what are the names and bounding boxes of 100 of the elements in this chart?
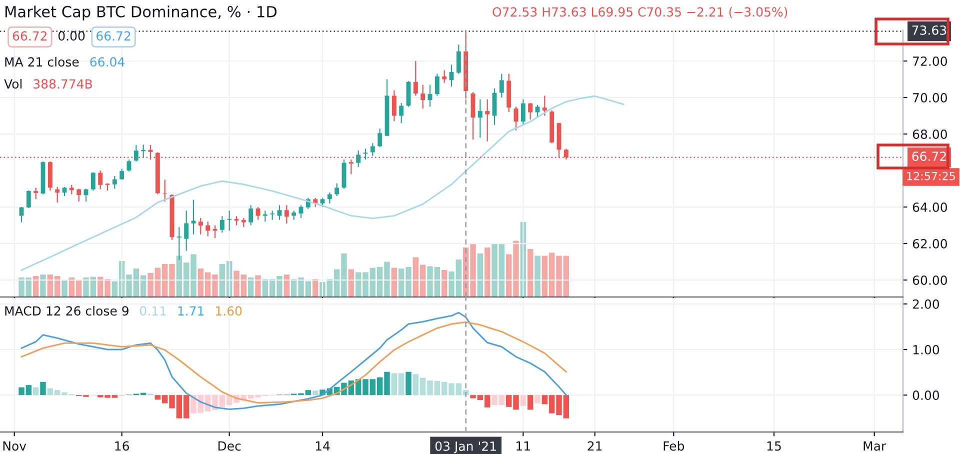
- candlestick: [191, 199, 196, 235]
- x-tick-label: 21: [588, 441, 602, 451]
- bar: [477, 254, 484, 297]
- annotation: MA 21 close: [5, 56, 79, 67]
- annotation: 1.60: [216, 306, 242, 316]
- line-series: [20, 321, 567, 404]
- bar: [391, 268, 398, 297]
- ref-line-label: 03 Jan '21: [435, 441, 496, 454]
- annotation: 1.71: [178, 306, 204, 316]
- y-tick-label: 0.00: [912, 390, 940, 400]
- bar: [527, 249, 534, 297]
- y-tick-label: 1.00: [913, 344, 940, 354]
- y-tick-label: 62.00: [912, 239, 947, 248]
- candlestick: [478, 98, 482, 138]
- text: O72.53 H73.63 L69.95 C70.35 −2.21 (−3.05%): [492, 6, 788, 18]
- x-tick-label: 16: [115, 441, 129, 451]
- candlestick: [284, 204, 289, 224]
- bar: [32, 387, 39, 396]
- candlestick: [434, 73, 440, 96]
- bar: [441, 270, 448, 297]
- candlestick: [76, 188, 82, 202]
- candlestick: [19, 206, 24, 223]
- bar: [62, 280, 68, 297]
- candlestick: [220, 216, 224, 234]
- candlestick: [399, 102, 404, 124]
- candlestick: [270, 210, 275, 220]
- annotation: 388.774B: [34, 79, 92, 89]
- annotation: MACD 12 26 close 9: [5, 306, 128, 316]
- candlestick: [62, 186, 67, 197]
- candlestick: [26, 190, 31, 209]
- candlestick: [90, 172, 96, 192]
- bar: [520, 395, 526, 406]
- y-tick-label: 2.00: [912, 299, 940, 309]
- chart-title: Market Cap BTC Dominance, % · 1D: [6, 6, 277, 20]
- x-tick-label: 11: [516, 441, 530, 451]
- line-series: [20, 95, 624, 271]
- y-tick-label: 64.00: [912, 202, 947, 212]
- candlestick: [485, 98, 490, 142]
- candlestick: [420, 84, 426, 110]
- bar: [406, 372, 412, 396]
- x-tick-label: Dec: [218, 441, 241, 451]
- candlestick: [112, 175, 117, 190]
- bar: [40, 274, 46, 297]
- candlestick: [320, 197, 325, 208]
- annotation: Vol: [4, 78, 22, 89]
- candlestick: [528, 102, 533, 120]
- annotation: 0.11: [140, 306, 166, 316]
- y-tick-label: 70.00: [913, 92, 947, 102]
- candlestick: [428, 84, 432, 108]
- y-tick-label: 68.00: [912, 130, 947, 139]
- bar: [348, 269, 354, 297]
- y-tick-label: 72.00: [913, 56, 947, 66]
- candlestick: [134, 144, 138, 162]
- candlestick: [334, 182, 340, 197]
- candlestick: [162, 179, 168, 202]
- candlestick: [277, 204, 282, 220]
- candlestick: [34, 187, 38, 200]
- candlestick: [198, 217, 203, 235]
- bar: [534, 256, 540, 297]
- candlestick: [98, 170, 103, 190]
- candlestick: [327, 192, 332, 204]
- candlestick: [348, 159, 354, 175]
- candlestick: [212, 224, 218, 239]
- candlestick: [126, 159, 132, 172]
- candlestick: [535, 104, 540, 118]
- candlestick: [241, 217, 246, 228]
- bar: [527, 395, 534, 410]
- candlestick: [248, 204, 254, 226]
- x-tick-label: 14: [316, 441, 330, 451]
- candlestick: [413, 60, 418, 96]
- bar: [534, 395, 540, 404]
- candlestick: [499, 73, 504, 98]
- bar: [255, 275, 261, 297]
- text: 12:57:25: [907, 172, 955, 180]
- candlestick: [378, 128, 382, 148]
- annotation: 66.72: [12, 31, 47, 41]
- candlestick: [184, 210, 189, 252]
- y-tick-label: 60.00: [912, 276, 947, 285]
- candlestick: [520, 98, 526, 126]
- candlestick: [456, 44, 461, 74]
- candlestick: [69, 184, 74, 195]
- candlestick: [206, 221, 210, 237]
- annotation: 66.04: [90, 57, 124, 67]
- x-tick-label: Feb: [664, 441, 684, 451]
- candlestick: [542, 95, 547, 116]
- candlestick: [492, 88, 497, 126]
- x-tick-label: Nov: [3, 441, 26, 451]
- bar: [312, 390, 318, 396]
- bar: [484, 248, 490, 297]
- annotation: 66.72: [96, 31, 130, 41]
- bar: [40, 382, 46, 396]
- candlestick: [292, 210, 296, 220]
- x-tick-label: Mar: [864, 441, 886, 451]
- candlestick: [370, 142, 375, 156]
- candlestick: [227, 210, 232, 232]
- x-tick-label: 15: [767, 441, 781, 451]
- candlestick: [356, 150, 361, 168]
- candlestick: [256, 206, 260, 220]
- bar: [284, 274, 290, 297]
- ref-line-label: 73.63: [912, 25, 946, 35]
